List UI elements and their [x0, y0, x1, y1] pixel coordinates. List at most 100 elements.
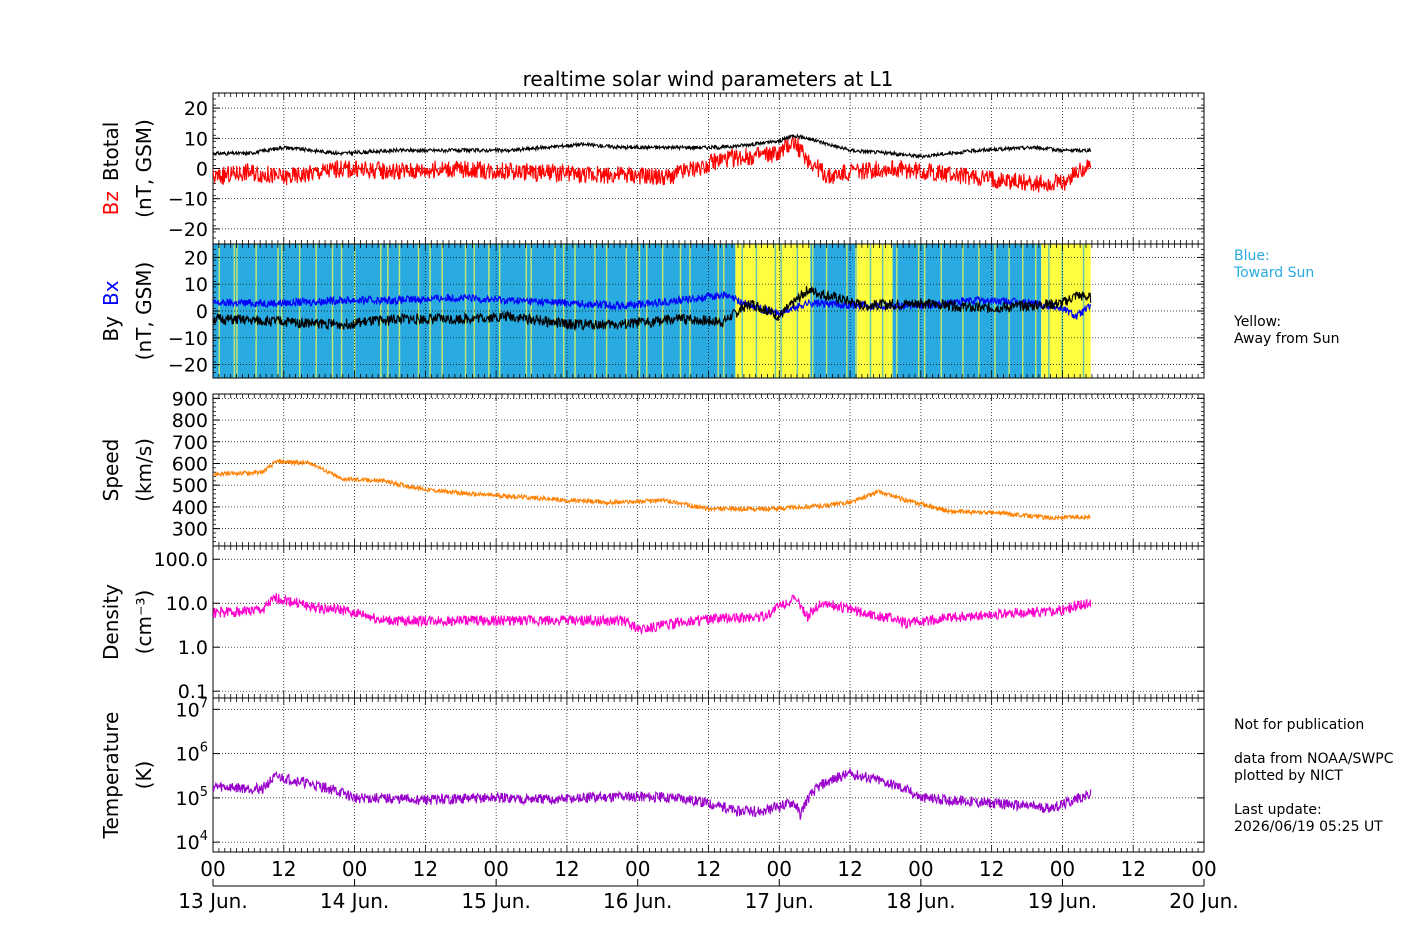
series-btotal-line	[213, 133, 1092, 160]
sector-stripe	[562, 244, 565, 378]
sector-stripe	[962, 244, 964, 378]
sector-stripe	[315, 244, 317, 378]
y-tick-label: 0	[196, 301, 208, 323]
series-speed-line	[213, 457, 1091, 521]
plotted-note: plotted by NICT	[1234, 768, 1343, 784]
x-hour-label: 00	[483, 857, 508, 881]
update-label: Last update:	[1234, 802, 1322, 818]
y-tick-label: 1.0	[178, 637, 208, 659]
sector-stripe	[717, 244, 719, 378]
legend-blue-text: Toward Sun	[1234, 265, 1315, 281]
sector-stripe	[1021, 244, 1024, 378]
x-day-label: 14 Jun.	[320, 889, 389, 913]
y-tick-label: 500	[172, 475, 208, 497]
bfield-ylabel: Bz Btotal	[99, 122, 123, 216]
footnotes: Not for publication data from NOAA/SWPC …	[1234, 717, 1393, 836]
y-tick-label: −20	[168, 355, 208, 377]
y-tick-label: 900	[172, 388, 208, 410]
x-hour-label: 12	[1120, 857, 1145, 881]
y-tick-label: 20	[184, 247, 208, 269]
y-tick-label: 0.1	[178, 681, 208, 703]
temperature-ylabel: Temperature	[99, 712, 123, 840]
sector-stripe	[1048, 244, 1050, 378]
sector-stripe	[417, 244, 420, 378]
legend-yellow-text: Away from Sun	[1234, 331, 1340, 347]
sector-stripe	[812, 244, 814, 378]
x-hour-label: 00	[342, 857, 367, 881]
legend-yellow-label: Yellow:	[1234, 314, 1282, 330]
x-hour-label: 00	[1050, 857, 1075, 881]
series-temperature-line	[213, 768, 1092, 820]
y-tick-label: 20	[184, 98, 208, 120]
bxy-ylabel: By Bx	[99, 280, 123, 341]
tick-exp: 7	[200, 696, 208, 711]
series-bx-line	[213, 290, 1092, 320]
x-day-label: 15 Jun.	[461, 889, 530, 913]
chart-title: realtime solar wind parameters at L1	[523, 67, 894, 91]
tick-base: 10	[176, 744, 200, 766]
y-tick-label: −10	[168, 328, 208, 350]
x-hour-label: 12	[837, 857, 862, 881]
ylabel-part: Bz	[99, 191, 123, 215]
sector-stripe	[429, 244, 431, 378]
x-day-label: 20 Jun.	[1169, 889, 1238, 913]
x-hour-label: 12	[554, 857, 579, 881]
y-tick-label: 100.0	[154, 549, 208, 571]
sector-stripe	[441, 244, 443, 378]
update-time: 2026/06/19 05:25 UT	[1234, 819, 1383, 835]
tick-base: 10	[176, 788, 200, 810]
density-ylabel: Density	[99, 584, 123, 660]
sector-stripe	[277, 244, 279, 378]
x-day-label: 19 Jun.	[1028, 889, 1097, 913]
speed-ylabel: Speed	[99, 439, 123, 502]
sector-stripe	[625, 244, 628, 378]
sector-stripe	[689, 244, 691, 378]
x-day-label: 13 Jun.	[178, 889, 247, 913]
bfield-yunit: (nT, GSM)	[132, 119, 156, 218]
x-hour-label: 00	[625, 857, 650, 881]
series-by-line	[213, 285, 1092, 332]
tick-exp: 5	[200, 785, 208, 800]
sector-stripe	[281, 244, 283, 378]
tick-base: 10	[176, 699, 200, 721]
series-density-line	[213, 593, 1092, 636]
y-tick-label: 400	[172, 497, 208, 519]
sector-stripe	[554, 244, 556, 378]
y-tick-label: 10	[184, 274, 208, 296]
x-hour-label: 12	[696, 857, 721, 881]
x-day-label: 17 Jun.	[745, 889, 814, 913]
y-tick-label: 10	[184, 128, 208, 150]
tick-exp: 4	[200, 829, 208, 844]
sector-stripe	[525, 244, 528, 378]
sector-stripe	[646, 244, 648, 378]
sector-stripe	[380, 244, 382, 378]
x-hour-label: 00	[908, 857, 933, 881]
series-bz-line	[213, 136, 1092, 193]
tick-base: 10	[176, 832, 200, 854]
panel-frame	[212, 697, 1205, 853]
speed-yunit: (km/s)	[132, 438, 156, 502]
x-hour-label: 00	[767, 857, 792, 881]
sector-stripe	[236, 244, 238, 378]
density-panel: 100.0 10.0 1.0 0.1 Density (cm⁻³)	[99, 545, 1205, 703]
sector-stripe	[255, 244, 257, 378]
ylabel-part: Btotal	[99, 122, 123, 181]
bxy-yunit: (nT, GSM)	[132, 262, 156, 361]
sector-band-away	[857, 244, 893, 378]
publication-note: Not for publication	[1234, 717, 1365, 733]
ylabel-part: Bx	[99, 280, 123, 306]
y-tick-label: 104	[176, 829, 208, 854]
y-tick-label: 300	[172, 519, 208, 541]
x-hour-label: 00	[1191, 857, 1216, 881]
legend-blue-label: Blue:	[1234, 248, 1270, 264]
sector-legend: Blue: Toward Sun	[1234, 248, 1314, 282]
y-tick-label: 105	[176, 785, 208, 810]
sector-stripe	[340, 244, 343, 378]
sector-stripe	[488, 244, 490, 378]
x-hour-label: 12	[271, 857, 296, 881]
y-tick-label: 700	[172, 432, 208, 454]
y-tick-label: 106	[176, 741, 208, 766]
sector-stripe	[331, 244, 334, 378]
ylabel-part: By	[99, 316, 123, 342]
